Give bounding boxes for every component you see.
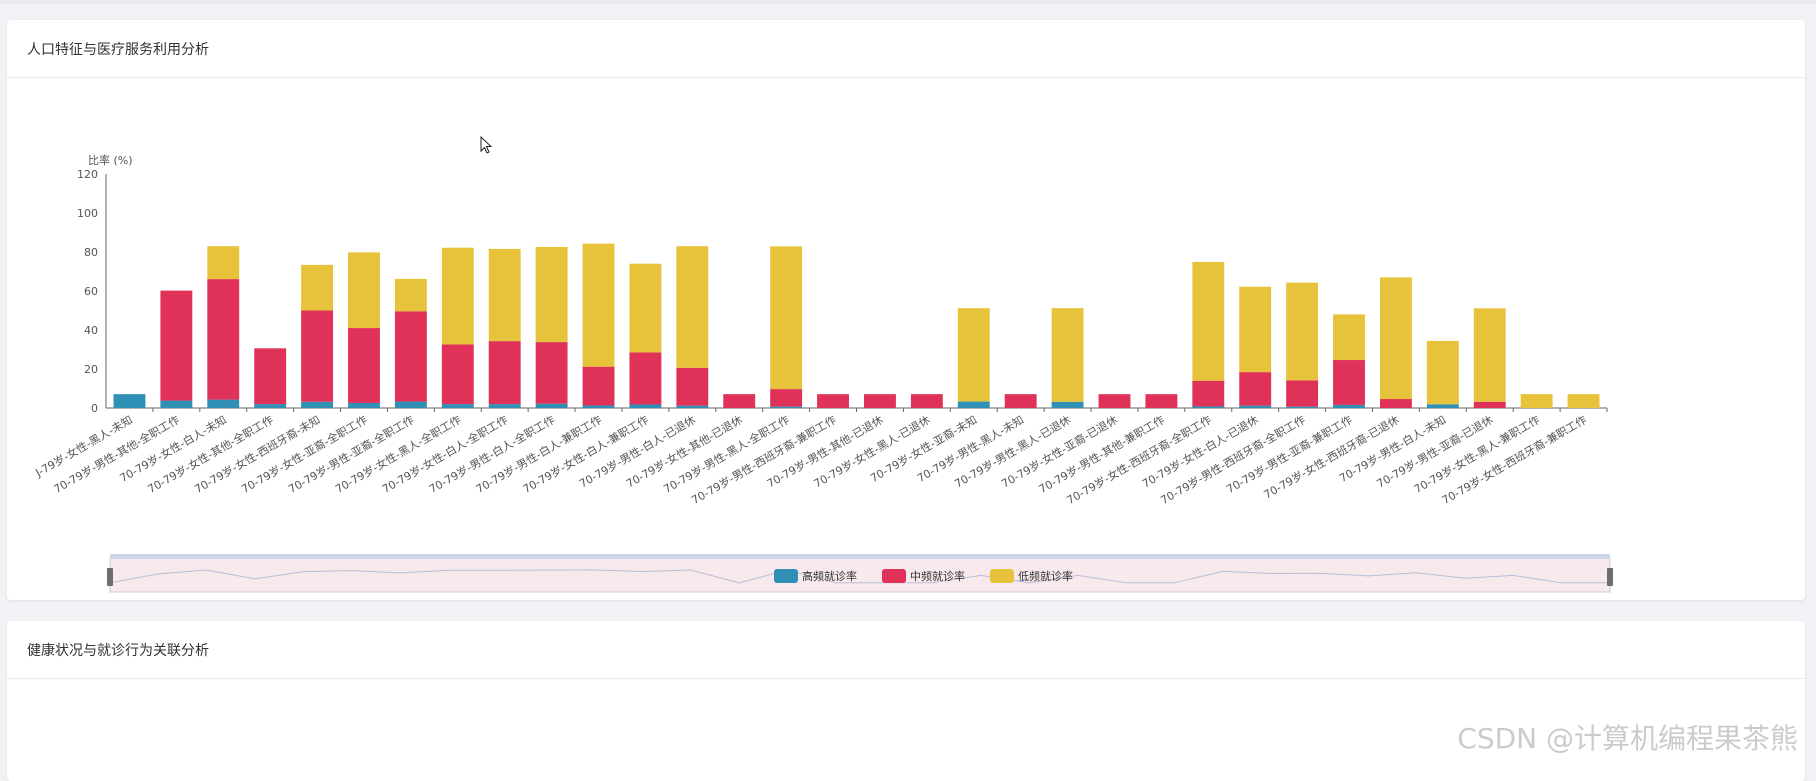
bar-low[interactable] bbox=[957, 308, 990, 402]
bar-low[interactable] bbox=[441, 247, 474, 345]
y-tick-label: 60 bbox=[84, 285, 98, 298]
bar-low[interactable] bbox=[1051, 308, 1084, 402]
bar-high[interactable] bbox=[254, 404, 287, 408]
mouse-cursor-icon bbox=[480, 136, 493, 154]
bar-mid[interactable] bbox=[910, 394, 943, 408]
bar-mid[interactable] bbox=[582, 366, 615, 406]
data-zoom-shadow-line bbox=[109, 569, 1610, 584]
bar-high[interactable] bbox=[535, 403, 568, 408]
bar-high[interactable] bbox=[1426, 404, 1459, 408]
bar-mid[interactable] bbox=[441, 344, 474, 405]
bar-mid[interactable] bbox=[254, 348, 287, 405]
bar-low[interactable] bbox=[770, 246, 803, 390]
bar-low[interactable] bbox=[1520, 394, 1553, 408]
y-tick-label: 40 bbox=[84, 324, 98, 337]
stacked-bar-chart: 比率 (%)020406080100120J-79岁-女性-黑人-未知70-79… bbox=[32, 153, 1613, 593]
bar-high[interactable] bbox=[207, 399, 240, 408]
legend-swatch-high[interactable] bbox=[774, 569, 798, 583]
bar-low[interactable] bbox=[1239, 286, 1272, 373]
y-tick-label: 80 bbox=[84, 246, 98, 259]
data-zoom-handle-left[interactable] bbox=[107, 568, 113, 586]
bar-low[interactable] bbox=[676, 246, 709, 368]
bar-mid[interactable] bbox=[676, 367, 709, 406]
bar-low[interactable] bbox=[488, 248, 521, 342]
bar-mid[interactable] bbox=[1473, 401, 1506, 408]
legend-swatch-low[interactable] bbox=[990, 569, 1014, 583]
y-axis-label: 比率 (%) bbox=[88, 153, 133, 167]
data-zoom-top-bar[interactable] bbox=[110, 554, 1610, 559]
bar-mid[interactable] bbox=[1239, 372, 1272, 406]
legend-label[interactable]: 中频就诊率 bbox=[910, 569, 965, 583]
bar-low[interactable] bbox=[1473, 308, 1506, 402]
bar-high[interactable] bbox=[770, 406, 803, 409]
bar-mid[interactable] bbox=[207, 279, 240, 400]
bar-low[interactable] bbox=[1426, 340, 1459, 405]
bar-low[interactable] bbox=[301, 264, 334, 311]
bar-high[interactable] bbox=[1333, 404, 1365, 408]
bar-high[interactable] bbox=[1239, 405, 1272, 408]
y-tick-label: 100 bbox=[77, 207, 98, 220]
bar-high[interactable] bbox=[957, 401, 990, 408]
watermark-text: CSDN @计算机编程果茶熊 bbox=[1457, 722, 1798, 755]
bar-mid[interactable] bbox=[629, 352, 662, 405]
bar-low[interactable] bbox=[1192, 261, 1225, 381]
bar-mid[interactable] bbox=[1004, 394, 1037, 408]
bar-low[interactable] bbox=[1379, 277, 1412, 400]
card-title: 健康状况与就诊行为关联分析 bbox=[27, 642, 209, 659]
bar-high[interactable] bbox=[1051, 401, 1084, 408]
bar-high[interactable] bbox=[394, 401, 427, 408]
bar-mid[interactable] bbox=[1098, 394, 1131, 408]
legend-label[interactable]: 低频就诊率 bbox=[1018, 569, 1073, 583]
bar-low[interactable] bbox=[629, 263, 662, 353]
bar-low[interactable] bbox=[1333, 314, 1365, 361]
bar-high[interactable] bbox=[629, 404, 662, 408]
bar-mid[interactable] bbox=[535, 342, 568, 404]
top-strip bbox=[0, 0, 1816, 4]
bar-high[interactable] bbox=[441, 404, 474, 408]
bar-low[interactable] bbox=[535, 246, 568, 343]
bar-high[interactable] bbox=[301, 401, 334, 408]
bar-mid[interactable] bbox=[1145, 394, 1178, 408]
bar-low[interactable] bbox=[348, 252, 380, 329]
bar-mid[interactable] bbox=[1192, 380, 1225, 407]
bar-mid[interactable] bbox=[723, 394, 756, 408]
bar-low[interactable] bbox=[1286, 282, 1319, 381]
bar-mid[interactable] bbox=[301, 310, 334, 402]
y-tick-label: 20 bbox=[84, 363, 98, 376]
bar-mid[interactable] bbox=[348, 328, 380, 403]
card-title: 人口特征与医疗服务利用分析 bbox=[27, 41, 209, 58]
bar-high[interactable] bbox=[582, 405, 615, 408]
y-tick-label: 0 bbox=[91, 402, 98, 415]
bar-high[interactable] bbox=[488, 404, 521, 408]
bar-low[interactable] bbox=[394, 278, 427, 312]
data-zoom-handle-right[interactable] bbox=[1607, 568, 1613, 586]
bar-high[interactable] bbox=[676, 405, 709, 408]
bar-high[interactable] bbox=[113, 394, 146, 408]
y-tick-label: 120 bbox=[77, 168, 98, 181]
card-header: 人口特征与医疗服务利用分析 bbox=[7, 20, 1805, 78]
bar-low[interactable] bbox=[1567, 394, 1600, 408]
legend-label[interactable]: 高频就诊率 bbox=[802, 569, 857, 583]
bar-high[interactable] bbox=[1286, 406, 1319, 409]
bar-mid[interactable] bbox=[488, 341, 521, 405]
bar-mid[interactable] bbox=[1286, 380, 1319, 407]
bar-mid[interactable] bbox=[817, 394, 849, 408]
bar-mid[interactable] bbox=[394, 311, 427, 402]
bar-low[interactable] bbox=[582, 243, 615, 367]
card-header: 健康状况与就诊行为关联分析 bbox=[7, 621, 1805, 679]
bar-mid[interactable] bbox=[770, 389, 803, 407]
bar-mid[interactable] bbox=[1333, 360, 1365, 405]
bar-low[interactable] bbox=[207, 246, 240, 280]
bar-high[interactable] bbox=[160, 400, 193, 408]
bar-mid[interactable] bbox=[1379, 399, 1412, 408]
bar-high[interactable] bbox=[1192, 406, 1225, 408]
bar-mid[interactable] bbox=[160, 290, 193, 401]
demographics-card: 人口特征与医疗服务利用分析 比率 (%) 0 20 40 60 80 100 120 J-79岁… bbox=[7, 20, 1805, 600]
bar-mid[interactable] bbox=[864, 394, 896, 408]
legend-swatch-mid[interactable] bbox=[882, 569, 906, 583]
health-behavior-card: 健康状况与就诊行为关联分析 bbox=[7, 621, 1805, 781]
bar-high[interactable] bbox=[348, 402, 380, 408]
